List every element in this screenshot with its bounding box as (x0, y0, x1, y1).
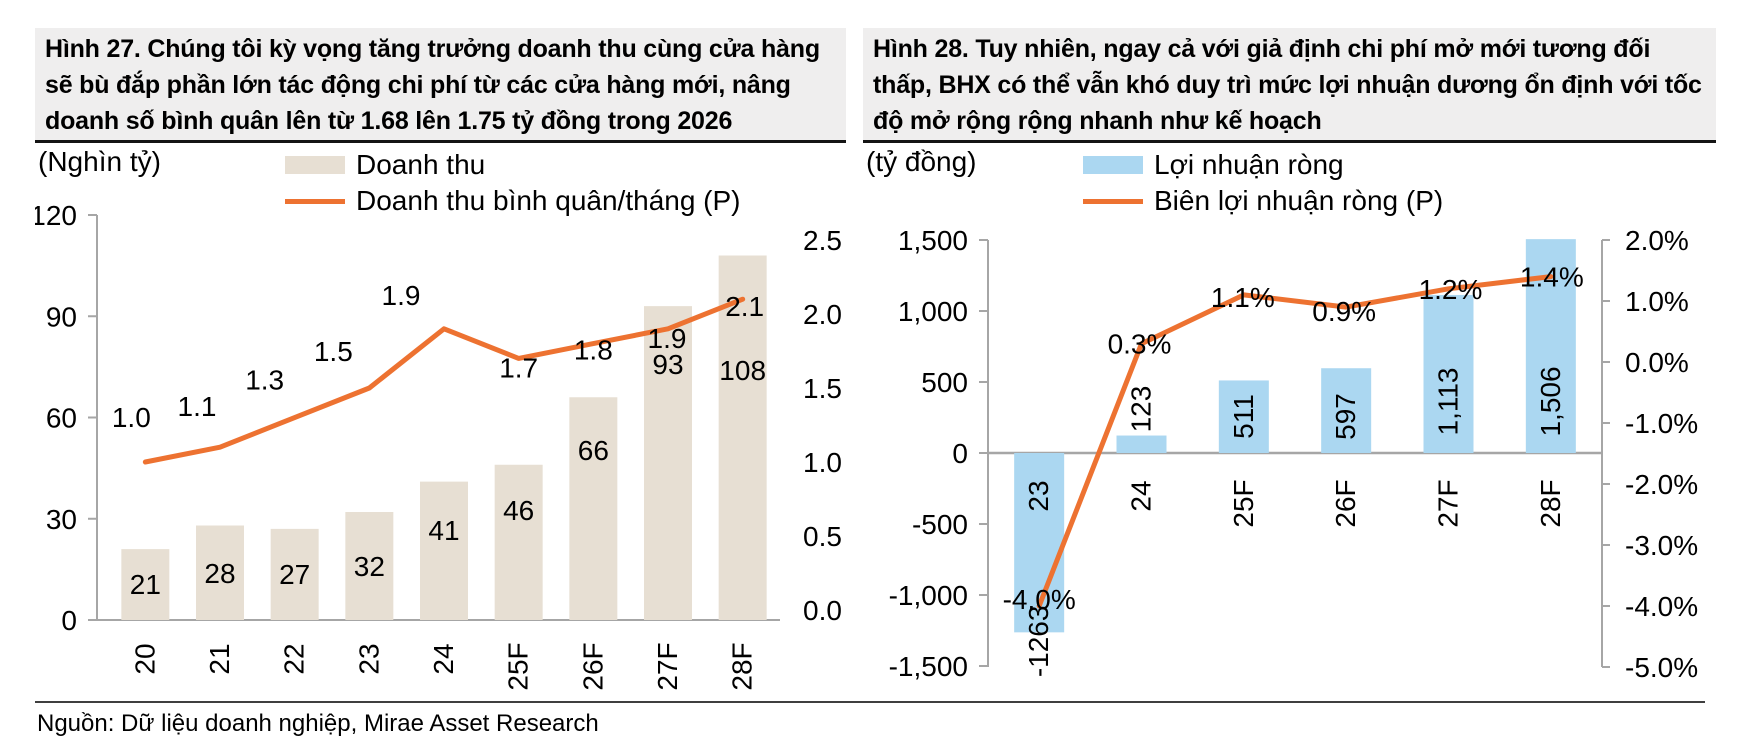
svg-text:20: 20 (129, 643, 160, 674)
figure-28-axis-unit: (tỷ đồng) (866, 146, 977, 177)
svg-text:0.5: 0.5 (803, 521, 842, 552)
svg-text:1.7: 1.7 (499, 352, 538, 383)
legend-label: Biên lợi nhuận ròng (P) (1154, 185, 1444, 216)
svg-text:27: 27 (279, 559, 310, 590)
svg-text:30: 30 (46, 504, 77, 535)
legend-item: Lợi nhuận ròng (1083, 149, 1443, 180)
svg-text:25F: 25F (1228, 479, 1259, 527)
svg-text:2.1: 2.1 (725, 291, 764, 322)
figure-27-title: Hình 27. Chúng tôi kỳ vọng tăng trưởng d… (35, 28, 846, 143)
svg-text:2.0: 2.0 (803, 299, 842, 330)
svg-text:511: 511 (1228, 394, 1259, 439)
svg-text:26F: 26F (1330, 479, 1361, 527)
figure-27-axis-unit: (Nghìn tỷ) (38, 146, 161, 177)
legend-label: Lợi nhuận ròng (1154, 149, 1344, 180)
svg-text:-4.0%: -4.0% (1003, 584, 1076, 615)
svg-text:-1,000: -1,000 (889, 580, 968, 611)
svg-text:-4.0%: -4.0% (1625, 591, 1698, 622)
svg-text:1,500: 1,500 (898, 225, 968, 256)
revenue-combo-chart: 0 30 60 90 120 2.5 2.0 1.5 1.0 0.5 0.0 21 28 27 32 41 46… (35, 200, 842, 691)
svg-text:-2.0%: -2.0% (1625, 469, 1698, 500)
svg-text:0.0: 0.0 (803, 595, 842, 626)
svg-text:1.4%: 1.4% (1520, 262, 1584, 293)
svg-text:23: 23 (1023, 480, 1054, 511)
svg-text:2.5: 2.5 (803, 225, 842, 256)
svg-text:-1,500: -1,500 (889, 651, 968, 682)
svg-text:1,506: 1,506 (1535, 366, 1566, 436)
svg-text:-1263: -1263 (1023, 606, 1054, 678)
bar-series-swatch (285, 156, 345, 174)
svg-text:0: 0 (952, 438, 968, 469)
svg-text:1.0%: 1.0% (1625, 286, 1689, 317)
figure-28-title: Hình 28. Tuy nhiên, ngay cả với giả định… (863, 28, 1716, 143)
svg-text:1.0: 1.0 (803, 447, 842, 478)
svg-text:24: 24 (428, 643, 459, 674)
legend-item: Doanh thu (285, 149, 741, 180)
svg-text:1.1: 1.1 (178, 391, 217, 422)
line-series-swatch (285, 198, 345, 204)
svg-text:66: 66 (578, 435, 609, 466)
line-series-swatch (1083, 198, 1143, 204)
svg-text:21: 21 (130, 569, 161, 600)
svg-text:108: 108 (719, 355, 766, 386)
svg-text:90: 90 (46, 301, 77, 332)
legend-item: Biên lợi nhuận ròng (P) (1083, 185, 1444, 216)
svg-text:1.1%: 1.1% (1211, 282, 1275, 313)
svg-text:60: 60 (46, 403, 77, 434)
svg-text:28F: 28F (727, 642, 758, 690)
svg-text:1.0: 1.0 (112, 402, 151, 433)
figure-27-legend: Doanh thu Doanh thu bình quân/tháng (P) (285, 149, 741, 222)
svg-text:23: 23 (353, 643, 384, 674)
legend-item: Doanh thu bình quân/tháng (P) (285, 185, 741, 216)
svg-text:21: 21 (204, 643, 235, 674)
svg-text:25F: 25F (503, 642, 534, 690)
svg-text:500: 500 (921, 367, 968, 398)
legend-label: Doanh thu (356, 149, 486, 180)
svg-text:22: 22 (279, 643, 310, 674)
svg-text:120: 120 (35, 200, 77, 231)
svg-text:0.3%: 0.3% (1108, 329, 1172, 360)
svg-text:0.0%: 0.0% (1625, 347, 1689, 378)
svg-text:32: 32 (354, 551, 385, 582)
profit-combo-chart: 1,500 1,000 500 0 -500 -1,000 -1,500 2.0% 1.0% 0.… (889, 225, 1699, 683)
svg-text:46: 46 (503, 495, 534, 526)
svg-text:1.2%: 1.2% (1419, 274, 1483, 305)
svg-text:26F: 26F (577, 642, 608, 690)
svg-text:-5.0%: -5.0% (1625, 652, 1698, 683)
svg-text:2.0%: 2.0% (1625, 225, 1689, 256)
svg-text:27F: 27F (1433, 479, 1464, 527)
source-note: Nguồn: Dữ liệu doanh nghiệp, Mirae Asset… (37, 710, 599, 737)
svg-text:0.9%: 0.9% (1312, 296, 1376, 327)
svg-text:1.5: 1.5 (803, 373, 842, 404)
svg-text:41: 41 (428, 515, 459, 546)
svg-text:1,113: 1,113 (1433, 368, 1464, 436)
bar-series-swatch (1083, 156, 1143, 174)
svg-text:1.9: 1.9 (648, 323, 687, 354)
svg-text:93: 93 (652, 349, 683, 380)
svg-text:123: 123 (1126, 386, 1157, 433)
svg-text:24: 24 (1126, 480, 1157, 511)
svg-text:-1.0%: -1.0% (1625, 408, 1698, 439)
source-divider (35, 701, 1705, 703)
svg-text:1.5: 1.5 (314, 336, 353, 367)
svg-text:-500: -500 (912, 509, 968, 540)
svg-text:597: 597 (1330, 393, 1361, 440)
svg-text:27F: 27F (652, 642, 683, 690)
svg-text:1.9: 1.9 (382, 280, 421, 311)
svg-text:1,000: 1,000 (898, 296, 968, 327)
svg-text:-3.0%: -3.0% (1625, 530, 1698, 561)
figure-28-legend: Lợi nhuận ròng Biên lợi nhuận ròng (P) (1083, 149, 1444, 222)
svg-text:28F: 28F (1535, 479, 1566, 527)
svg-text:1.3: 1.3 (245, 365, 284, 396)
svg-text:28: 28 (204, 558, 235, 589)
svg-text:0: 0 (61, 605, 77, 636)
svg-text:1.8: 1.8 (574, 335, 613, 366)
legend-label: Doanh thu bình quân/tháng (P) (356, 185, 741, 216)
